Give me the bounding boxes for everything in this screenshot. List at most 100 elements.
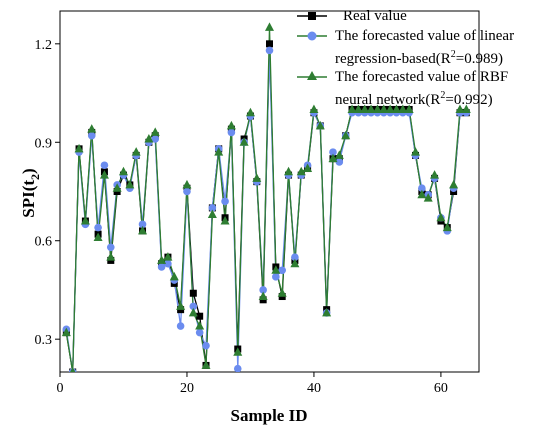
data-point-rbf — [207, 209, 217, 218]
data-point-rbf — [61, 327, 71, 337]
data-point-rbf — [341, 130, 351, 140]
axis-ticks: 0 20 40 60 0.3 0.6 0.9 1.2 — [35, 38, 448, 396]
data-point-rbf — [226, 120, 236, 130]
y-tick-label: 0.9 — [35, 136, 53, 151]
y-tick-label: 0.6 — [35, 235, 53, 250]
y-axis-title-main: SPI(t — [19, 180, 38, 218]
data-point-rbf — [417, 189, 427, 199]
data-point-rbf — [360, 104, 370, 113]
y-tick-label: 0.3 — [35, 333, 53, 348]
data-point-rbf — [296, 166, 306, 176]
data-point-rbf — [220, 216, 230, 225]
data-point-rbf — [328, 153, 338, 163]
data-point-rbf — [284, 166, 294, 176]
data-point-linear — [94, 223, 102, 232]
data-point-rbf — [461, 104, 471, 113]
data-point-linear — [157, 263, 166, 271]
data-point-rbf — [334, 150, 344, 159]
data-point-linear — [106, 243, 115, 252]
data-point-rbf — [252, 173, 262, 182]
data-point-linear — [195, 328, 204, 337]
plot-frame — [59, 10, 480, 373]
data-point-rbf — [309, 104, 319, 113]
y-axis-title-close: ) — [19, 168, 38, 174]
data-point-rbf — [449, 179, 459, 189]
data-point-rbf — [80, 216, 90, 225]
legend-label-linear-end: =0.989) — [456, 51, 503, 67]
data-point-linear — [335, 158, 344, 166]
data-point-linear — [164, 259, 172, 268]
legend-label-linear-line2: regression-based(R2=0.989) — [335, 49, 503, 67]
data-point-rbf — [430, 170, 440, 179]
data-point-rbf — [157, 255, 167, 264]
data-point-rbf — [182, 179, 192, 189]
data-point-linear — [265, 46, 274, 55]
data-point-linear — [138, 220, 147, 229]
data-point-rbf — [290, 258, 300, 268]
data-point-linear — [418, 184, 426, 193]
legend-label-linear-text: regression-based(R — [335, 51, 451, 67]
legend-label-rbf-end: =0.992) — [445, 92, 492, 108]
data-point-rbf — [118, 166, 128, 176]
legend-entry-rbf: The forecasted value of RBF neural netwo… — [297, 69, 508, 108]
data-point-linear — [291, 253, 299, 261]
data-point-rbf — [258, 291, 268, 301]
data-point-linear — [189, 302, 198, 311]
data-point-rbf — [138, 225, 148, 235]
data-point-rbf — [169, 271, 179, 281]
data-point-rbf — [163, 252, 173, 261]
y-axis-title: SPI(t2) — [19, 168, 42, 217]
x-tick-label: 60 — [434, 381, 448, 396]
data-point-rbf — [423, 193, 433, 202]
x-axis-title: Sample ID — [231, 406, 308, 425]
data-point-rbf — [131, 147, 141, 156]
legend-marker-triangle — [307, 71, 317, 80]
data-point-linear — [329, 148, 337, 156]
data-point-linear — [176, 322, 185, 330]
data-point-linear — [278, 266, 286, 275]
data-point-linear — [183, 187, 191, 196]
data-point-rbf — [176, 301, 186, 310]
data-point-rbf — [366, 104, 376, 113]
y-axis-title-sub: 2 — [28, 174, 42, 180]
legend-label-linear-sup: 2 — [451, 49, 456, 60]
data-point-rbf — [303, 163, 313, 173]
data-point-rbf — [201, 360, 211, 369]
data-point-rbf — [245, 107, 255, 117]
legend-marker-circle — [307, 31, 317, 41]
data-point-rbf — [315, 120, 325, 130]
data-point-rbf — [455, 104, 465, 113]
data-point-rbf — [150, 127, 160, 136]
data-point-rbf — [144, 133, 154, 143]
data-point-rbf — [239, 137, 249, 146]
data-point-rbf — [442, 222, 452, 232]
data-point-linear — [221, 197, 229, 206]
data-point-rbf — [233, 347, 243, 356]
data-point-rbf — [379, 104, 389, 113]
data-point-linear — [100, 161, 109, 170]
legend-label-rbf-line2: neural network(R2=0.992) — [335, 90, 493, 108]
data-point-rbf — [106, 252, 116, 261]
data-point-linear — [151, 135, 160, 143]
legend-entry-linear: The forecasted value of linear regressio… — [297, 28, 514, 67]
data-point-rbf — [353, 104, 363, 113]
data-point-rbf — [347, 104, 357, 113]
legend-label-linear-line1: The forecasted value of linear — [335, 28, 514, 44]
data-point-rbf — [125, 179, 135, 189]
data-point-rbf — [188, 307, 198, 317]
x-tick-label: 20 — [180, 381, 194, 396]
data-point-rbf — [87, 124, 97, 133]
data-point-rbf — [385, 104, 395, 113]
data-point-linear — [233, 364, 242, 372]
data-point-real — [266, 40, 273, 48]
legend-label-rbf-line1: The forecasted value of RBF — [335, 69, 508, 85]
data-point-linear — [227, 128, 236, 137]
x-tick-label: 0 — [57, 381, 64, 396]
legend-marker-square — [308, 12, 316, 20]
data-point-rbf — [271, 265, 281, 274]
data-point-real — [196, 312, 204, 320]
data-point-rbf — [214, 147, 224, 156]
y-tick-label: 1.2 — [35, 38, 53, 53]
data-point-linear — [272, 273, 280, 281]
